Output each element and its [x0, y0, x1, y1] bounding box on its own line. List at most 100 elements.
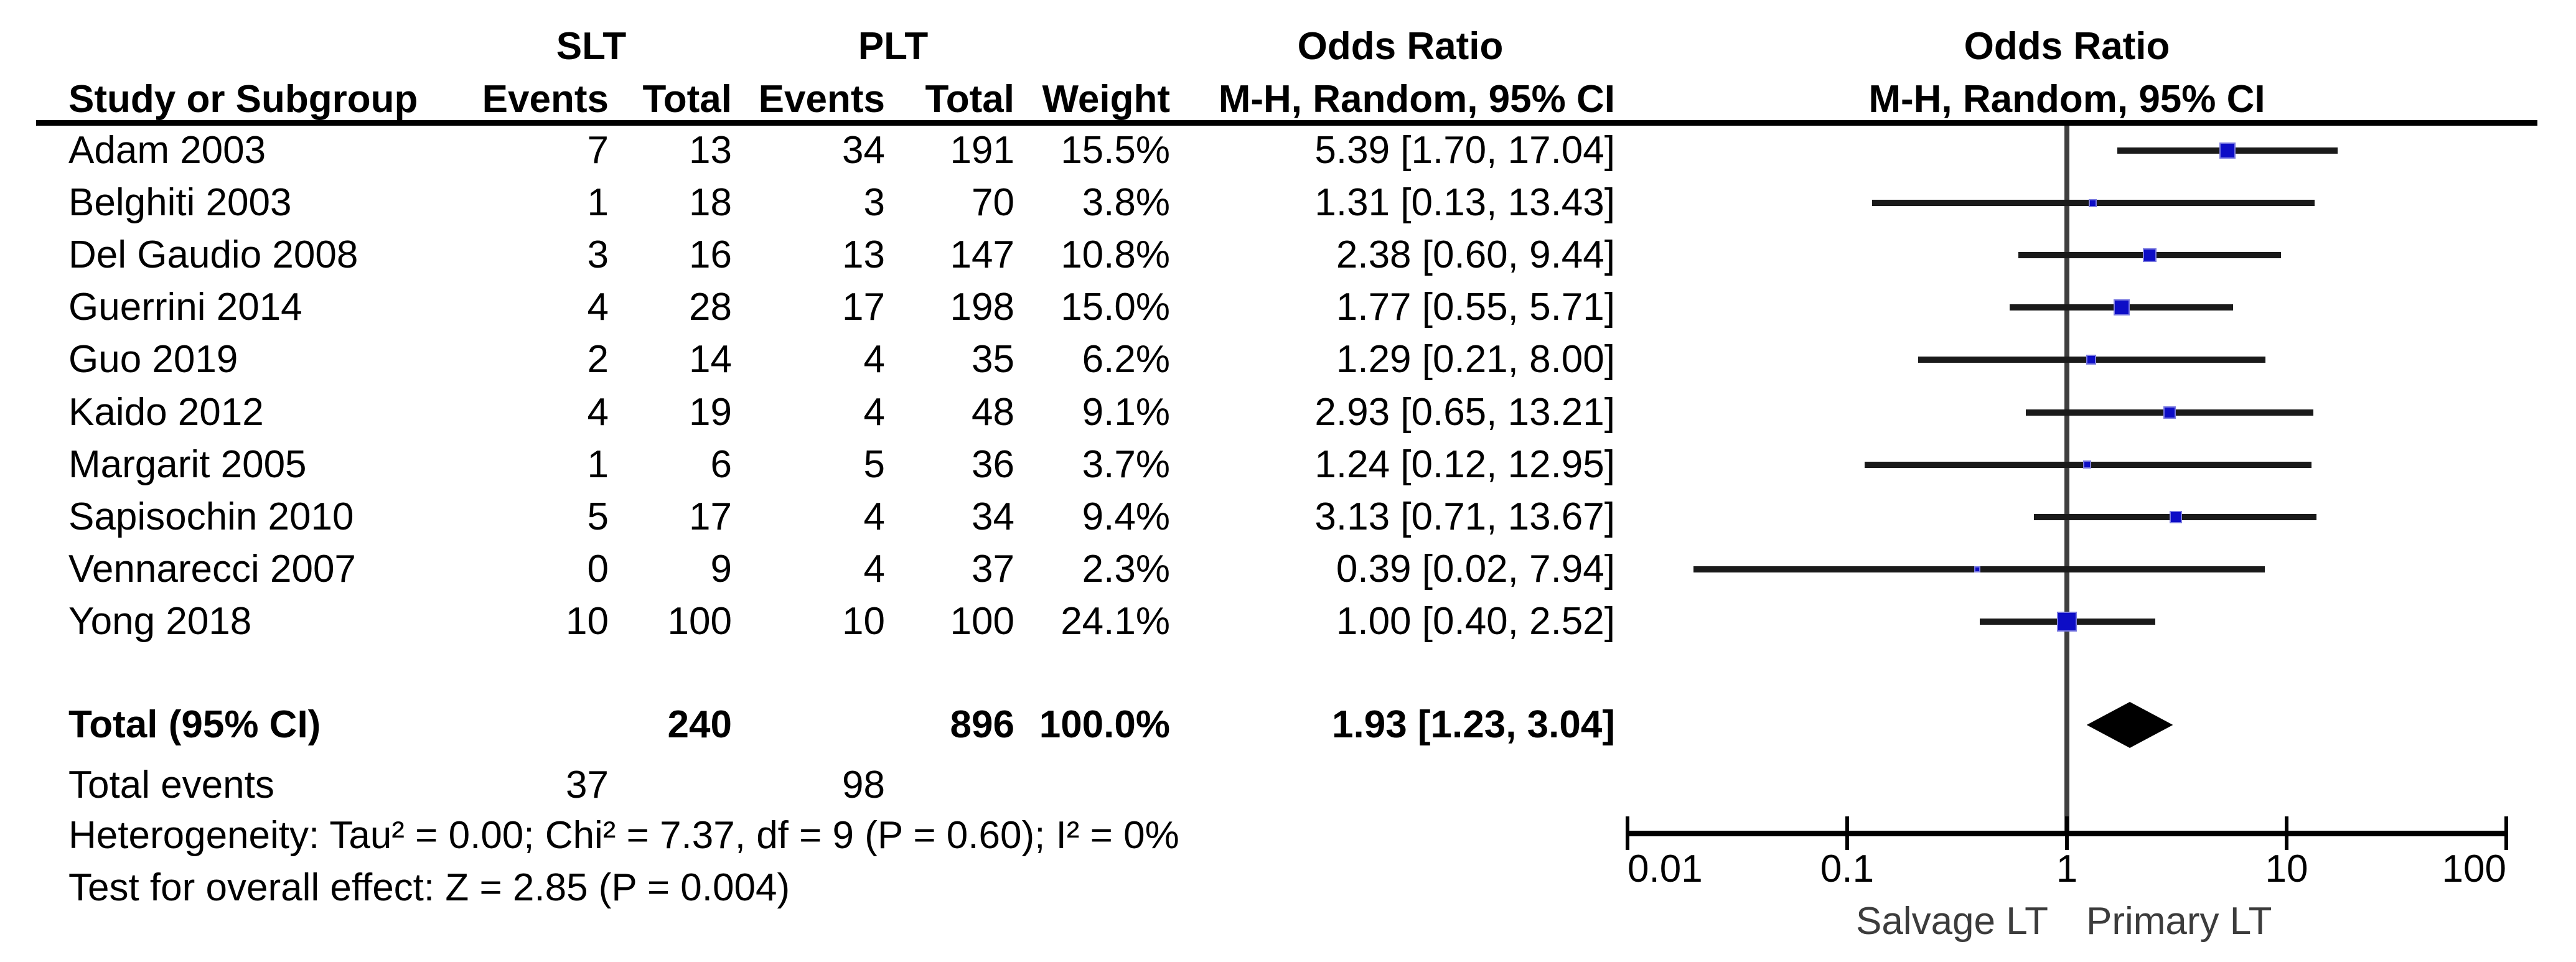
header-plt-total-col: Total	[925, 78, 1015, 121]
header-plot-method: M-H, Random, 95% CI	[1868, 78, 2265, 121]
slt-total-cell: 19	[689, 390, 732, 434]
effect-size-square	[1974, 566, 1980, 572]
weight-cell: 15.5%	[1061, 129, 1170, 172]
plt-events-cell: 10	[842, 599, 885, 643]
slt-total-cell: 18	[689, 181, 732, 225]
or-ci-cell: 0.39 [0.02, 7.94]	[1336, 547, 1615, 591]
plt-events-cell: 3	[863, 181, 885, 225]
study-name: Adam 2003	[68, 129, 266, 172]
effect-size-square	[2219, 142, 2236, 159]
header-study-col: Study or Subgroup	[68, 78, 418, 121]
axis-tick	[1845, 816, 1849, 850]
weight-cell: 6.2%	[1082, 338, 1170, 381]
plt-total-cell: 147	[950, 233, 1014, 277]
effect-size-square	[2163, 406, 2176, 419]
plt-total-cell: 198	[950, 286, 1014, 329]
weight-cell: 3.8%	[1082, 181, 1170, 225]
plt-events-cell: 4	[863, 338, 885, 381]
slt-events-cell: 2	[587, 338, 609, 381]
effect-size-square	[2088, 198, 2097, 207]
or-ci-cell: 1.24 [0.12, 12.95]	[1314, 442, 1615, 486]
study-name: Kaido 2012	[68, 390, 264, 434]
header-slt-total-col: Total	[642, 78, 733, 121]
weight-cell: 15.0%	[1061, 286, 1170, 329]
slt-events-cell: 4	[587, 286, 609, 329]
plt-events-cell: 5	[863, 442, 885, 486]
slt-total-cell: 17	[689, 495, 732, 538]
slt-total-cell: 28	[689, 286, 732, 329]
axis-tick-label: 10	[2265, 848, 2308, 890]
favours-right-label: Primary LT	[2086, 900, 2272, 943]
slt-events-cell: 3	[587, 233, 609, 277]
slt-total-cell: 14	[689, 338, 732, 381]
weight-cell: 24.1%	[1061, 599, 1170, 643]
plt-total-cell: 48	[972, 390, 1014, 434]
or-ci-cell: 3.13 [0.71, 13.67]	[1314, 495, 1615, 538]
header-group-slt: SLT	[556, 25, 627, 68]
slt-events-cell: 5	[587, 495, 609, 538]
axis-tick	[2065, 816, 2069, 850]
header-weight-col: Weight	[1042, 78, 1171, 121]
study-name: Guerrini 2014	[68, 286, 302, 329]
or-ci-cell: 1.31 [0.13, 13.43]	[1314, 181, 1615, 225]
slt-events-cell: 10	[566, 599, 609, 643]
effect-size-square	[2086, 355, 2097, 365]
study-name: Belghiti 2003	[68, 181, 292, 225]
study-name: Del Gaudio 2008	[68, 233, 358, 277]
plt-total-cell: 35	[972, 338, 1014, 381]
study-name: Yong 2018	[68, 599, 252, 643]
header-divider-rule	[36, 120, 2537, 126]
plt-events-cell: 4	[863, 547, 885, 591]
total-or-ci-cell: 1.93 [1.23, 3.04]	[1332, 703, 1615, 746]
or-ci-cell: 2.38 [0.60, 9.44]	[1336, 233, 1615, 277]
plt-total-cell: 34	[972, 495, 1014, 538]
axis-tick-label: 0.1	[1820, 848, 1875, 890]
total-slt-total-cell: 240	[667, 703, 732, 746]
plt-total-cell: 37	[972, 547, 1014, 591]
slt-total-cell: 16	[689, 233, 732, 277]
total-label: Total (95% CI)	[68, 703, 321, 746]
header-or-method-col: M-H, Random, 95% CI	[1218, 78, 1615, 121]
effect-size-square	[2169, 510, 2182, 523]
slt-total-cell: 13	[689, 129, 732, 172]
total-events-plt-cell: 98	[842, 764, 885, 806]
plt-events-cell: 4	[863, 390, 885, 434]
effect-size-square	[2083, 460, 2092, 469]
weight-cell: 2.3%	[1082, 547, 1170, 591]
weight-cell: 9.1%	[1082, 390, 1170, 434]
or-ci-cell: 1.77 [0.55, 5.71]	[1336, 286, 1615, 329]
study-name: Margarit 2005	[68, 442, 307, 486]
axis-tick	[2504, 816, 2508, 850]
or-ci-cell: 5.39 [1.70, 17.04]	[1314, 129, 1615, 172]
effect-size-square	[2113, 299, 2130, 316]
weight-cell: 9.4%	[1082, 495, 1170, 538]
plt-total-cell: 100	[950, 599, 1014, 643]
plt-total-cell: 191	[950, 129, 1014, 172]
slt-total-cell: 9	[710, 547, 732, 591]
total-weight-cell: 100.0%	[1039, 703, 1170, 746]
summary-diamond	[2086, 702, 2173, 748]
heterogeneity-stats: Heterogeneity: Tau² = 0.00; Chi² = 7.37,…	[68, 814, 1179, 857]
slt-events-cell: 7	[587, 129, 609, 172]
or-ci-cell: 1.29 [0.21, 8.00]	[1336, 338, 1615, 381]
effect-size-square	[2142, 248, 2157, 263]
axis-tick-label: 0.01	[1628, 848, 1703, 890]
weight-cell: 10.8%	[1061, 233, 1170, 277]
favours-left-label: Salvage LT	[1855, 900, 2048, 943]
plt-events-cell: 13	[842, 233, 885, 277]
plt-events-cell: 4	[863, 495, 885, 538]
total-events-slt-cell: 37	[566, 764, 609, 806]
or-ci-cell: 1.00 [0.40, 2.52]	[1336, 599, 1615, 643]
axis-tick	[2285, 816, 2288, 850]
axis-tick-label: 100	[2442, 848, 2506, 890]
axis-tick-label: 1	[2056, 848, 2078, 890]
header-plt-events-col: Events	[758, 78, 885, 121]
overall-effect-test: Test for overall effect: Z = 2.85 (P = 0…	[68, 866, 790, 909]
header-or-column-title: Odds Ratio	[1297, 25, 1504, 68]
slt-events-cell: 0	[587, 547, 609, 591]
effect-size-square	[2057, 611, 2077, 632]
study-name: Sapisochin 2010	[68, 495, 354, 538]
plt-total-cell: 70	[972, 181, 1014, 225]
header-plot-title: Odds Ratio	[1964, 25, 2170, 68]
